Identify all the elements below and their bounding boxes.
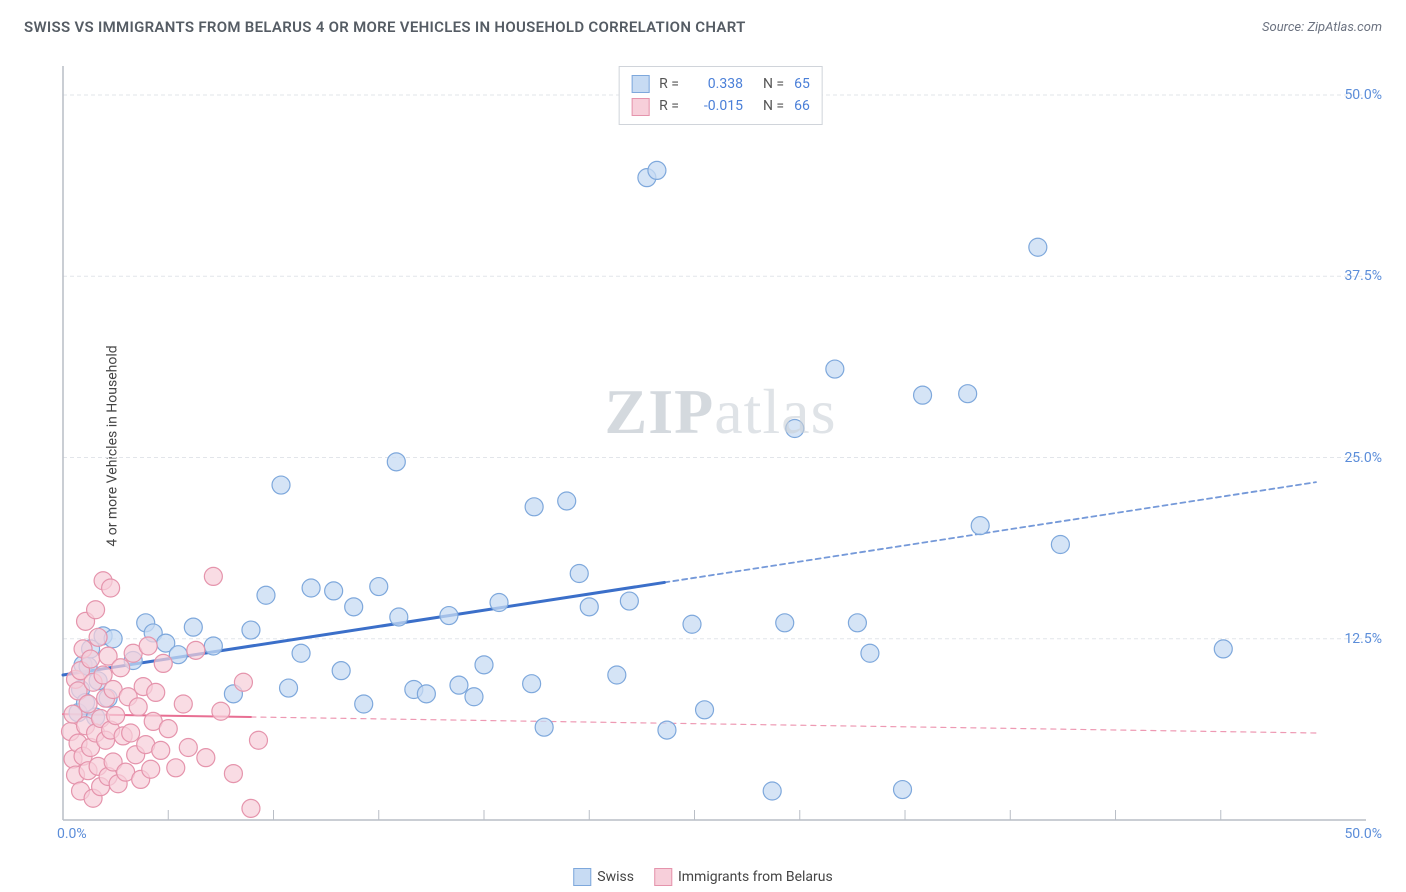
series-legend: Swiss Immigrants from Belarus	[573, 868, 833, 886]
y-tick-label: 12.5%	[1344, 631, 1382, 647]
y-tick-label: 50.0%	[1344, 87, 1382, 103]
source-attribution: Source: ZipAtlas.com	[1262, 20, 1382, 35]
y-tick-label: 37.5%	[1344, 268, 1382, 284]
scatter-plot: ZIPatlas R = 0.338 N = 65 R = -0.015 N =…	[55, 60, 1386, 842]
plot-canvas	[55, 60, 1386, 842]
legend-item: Immigrants from Belarus	[654, 868, 833, 886]
correlation-legend: R = 0.338 N = 65 R = -0.015 N = 66	[618, 66, 823, 125]
x-axis-max-label: 50.0%	[1344, 826, 1382, 842]
legend-item: Swiss	[573, 868, 634, 886]
chart-title: SWISS VS IMMIGRANTS FROM BELARUS 4 OR MO…	[24, 18, 746, 36]
x-axis-origin-label: 0.0%	[57, 826, 87, 842]
y-tick-label: 25.0%	[1344, 450, 1382, 466]
